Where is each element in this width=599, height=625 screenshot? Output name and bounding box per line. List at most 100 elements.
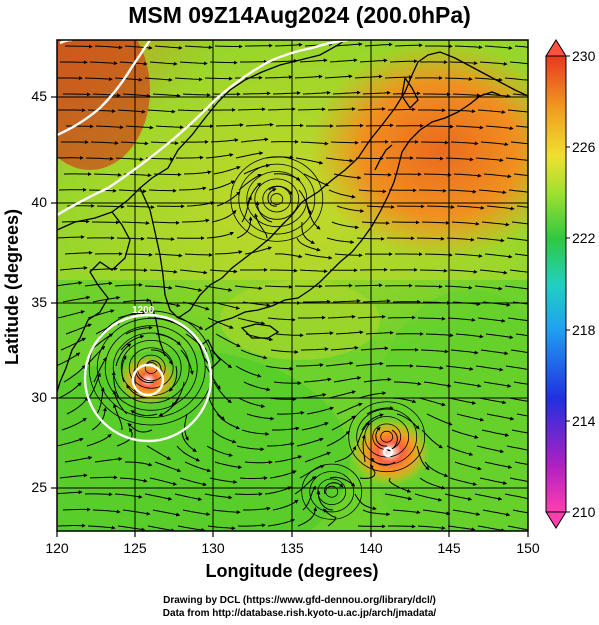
streamline bbox=[246, 413, 275, 421]
streamline bbox=[205, 365, 221, 390]
streamline bbox=[331, 415, 356, 431]
streamline bbox=[355, 361, 384, 367]
streamline bbox=[208, 397, 226, 421]
streamline bbox=[211, 209, 237, 223]
streamline bbox=[234, 492, 263, 497]
streamline bbox=[126, 384, 150, 399]
streamline bbox=[479, 269, 508, 275]
streamline bbox=[89, 61, 118, 66]
streamline bbox=[149, 61, 178, 66]
y-axis-title: Latitude (degrees) bbox=[2, 209, 22, 365]
colorbar-tick-label: 210 bbox=[572, 504, 596, 520]
streamline bbox=[272, 91, 301, 96]
streamline bbox=[158, 397, 180, 417]
footer-data-credit: Data from http://database.rish.kyoto-u.a… bbox=[162, 608, 437, 619]
vortex-ring bbox=[301, 463, 363, 520]
streamline bbox=[505, 157, 528, 161]
streamline bbox=[152, 301, 181, 308]
streamline bbox=[515, 333, 528, 338]
streamline bbox=[445, 157, 474, 162]
streamline bbox=[214, 461, 243, 470]
tick-marks bbox=[51, 96, 529, 537]
streamline bbox=[452, 93, 481, 98]
streamline bbox=[335, 330, 364, 335]
streamline bbox=[150, 141, 179, 146]
streamline bbox=[446, 445, 474, 456]
streamline bbox=[57, 523, 86, 528]
streamline bbox=[420, 349, 449, 354]
streamline bbox=[267, 107, 296, 112]
streamline bbox=[90, 140, 119, 145]
streamline bbox=[246, 182, 262, 207]
streamline bbox=[448, 397, 477, 405]
streamline bbox=[423, 381, 452, 388]
streamline bbox=[295, 157, 324, 165]
streamline bbox=[426, 204, 455, 209]
streamline bbox=[66, 124, 94, 129]
streamline bbox=[456, 413, 485, 422]
colorbar-max-arrow bbox=[545, 39, 567, 57]
streamline bbox=[328, 189, 356, 199]
streamline bbox=[449, 61, 478, 66]
streamline bbox=[89, 475, 118, 480]
streamline bbox=[57, 235, 85, 240]
streamline bbox=[389, 397, 417, 404]
streamline bbox=[245, 43, 273, 48]
streamline bbox=[182, 301, 210, 311]
streamline bbox=[451, 221, 480, 226]
streamline bbox=[236, 216, 253, 239]
streamline bbox=[57, 490, 83, 495]
streamline bbox=[255, 201, 273, 223]
streamline bbox=[510, 141, 528, 145]
streamline bbox=[130, 410, 158, 417]
streamline bbox=[116, 427, 133, 447]
streamline bbox=[485, 125, 514, 131]
vortex-ring bbox=[270, 193, 284, 206]
streamline bbox=[177, 525, 206, 531]
streamline bbox=[354, 283, 383, 288]
streamline bbox=[301, 221, 316, 244]
streamline bbox=[57, 437, 84, 447]
streamline bbox=[447, 525, 476, 531]
streamline bbox=[418, 188, 447, 193]
streamline bbox=[115, 157, 144, 162]
streamline bbox=[264, 75, 293, 80]
streamline bbox=[415, 365, 444, 370]
streamline bbox=[396, 413, 420, 430]
streamline bbox=[94, 457, 123, 463]
streamline bbox=[300, 141, 329, 146]
streamline bbox=[125, 125, 154, 130]
streamline bbox=[211, 429, 237, 444]
streamline bbox=[396, 204, 425, 209]
streamline bbox=[63, 92, 91, 97]
streamline bbox=[93, 172, 122, 177]
streamline bbox=[151, 220, 180, 225]
streamline bbox=[205, 153, 234, 159]
streamline bbox=[362, 509, 391, 517]
x-tick-label: 135 bbox=[280, 540, 304, 556]
streamline bbox=[392, 220, 420, 225]
streamline bbox=[254, 213, 268, 239]
streamline bbox=[270, 349, 299, 354]
streamline bbox=[146, 237, 175, 242]
streamline bbox=[511, 221, 528, 225]
streamline bbox=[419, 268, 448, 273]
vortex-ring bbox=[128, 347, 174, 389]
streamline bbox=[445, 365, 474, 371]
streamline bbox=[274, 455, 303, 463]
streamline bbox=[236, 445, 265, 452]
streamline bbox=[117, 311, 146, 319]
streamline bbox=[122, 93, 151, 98]
streamline bbox=[454, 461, 482, 471]
streamline bbox=[58, 382, 82, 399]
streamline bbox=[65, 44, 93, 49]
streamline bbox=[450, 141, 479, 146]
streamline bbox=[267, 442, 295, 447]
streamline bbox=[480, 141, 509, 147]
streamline bbox=[418, 397, 446, 407]
streamline bbox=[212, 509, 241, 515]
streamline bbox=[116, 236, 145, 241]
streamline bbox=[245, 122, 274, 127]
streamline bbox=[362, 90, 391, 95]
streamline bbox=[186, 201, 215, 207]
